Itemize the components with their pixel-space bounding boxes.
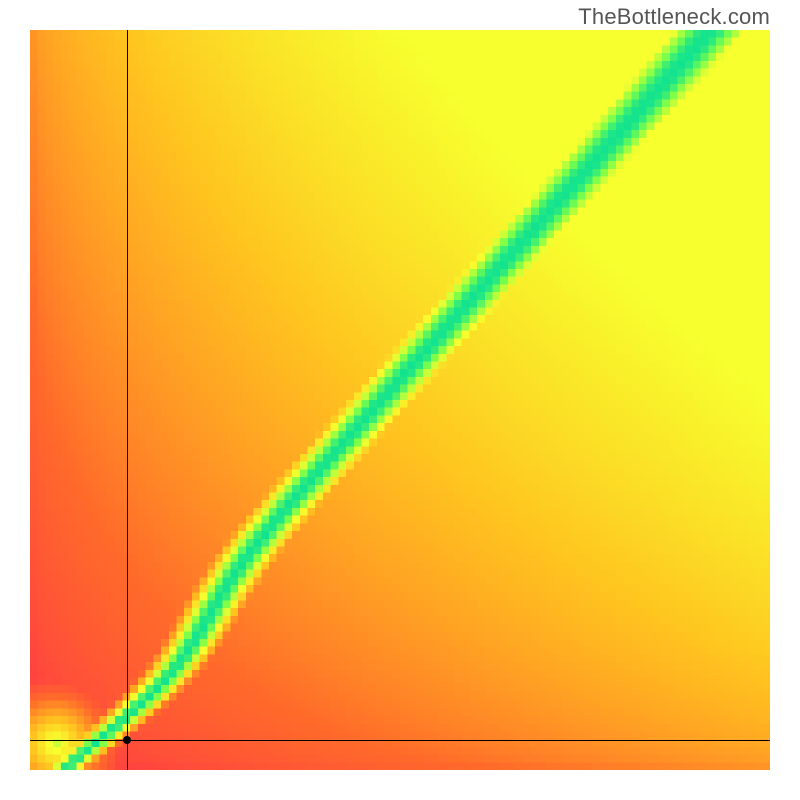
crosshair-marker-dot xyxy=(123,736,131,744)
bottleneck-heatmap xyxy=(30,30,770,770)
crosshair-horizontal-line xyxy=(30,740,770,741)
crosshair-vertical-line xyxy=(127,30,128,770)
chart-container: TheBottleneck.com xyxy=(0,0,800,800)
watermark-label: TheBottleneck.com xyxy=(578,4,770,30)
